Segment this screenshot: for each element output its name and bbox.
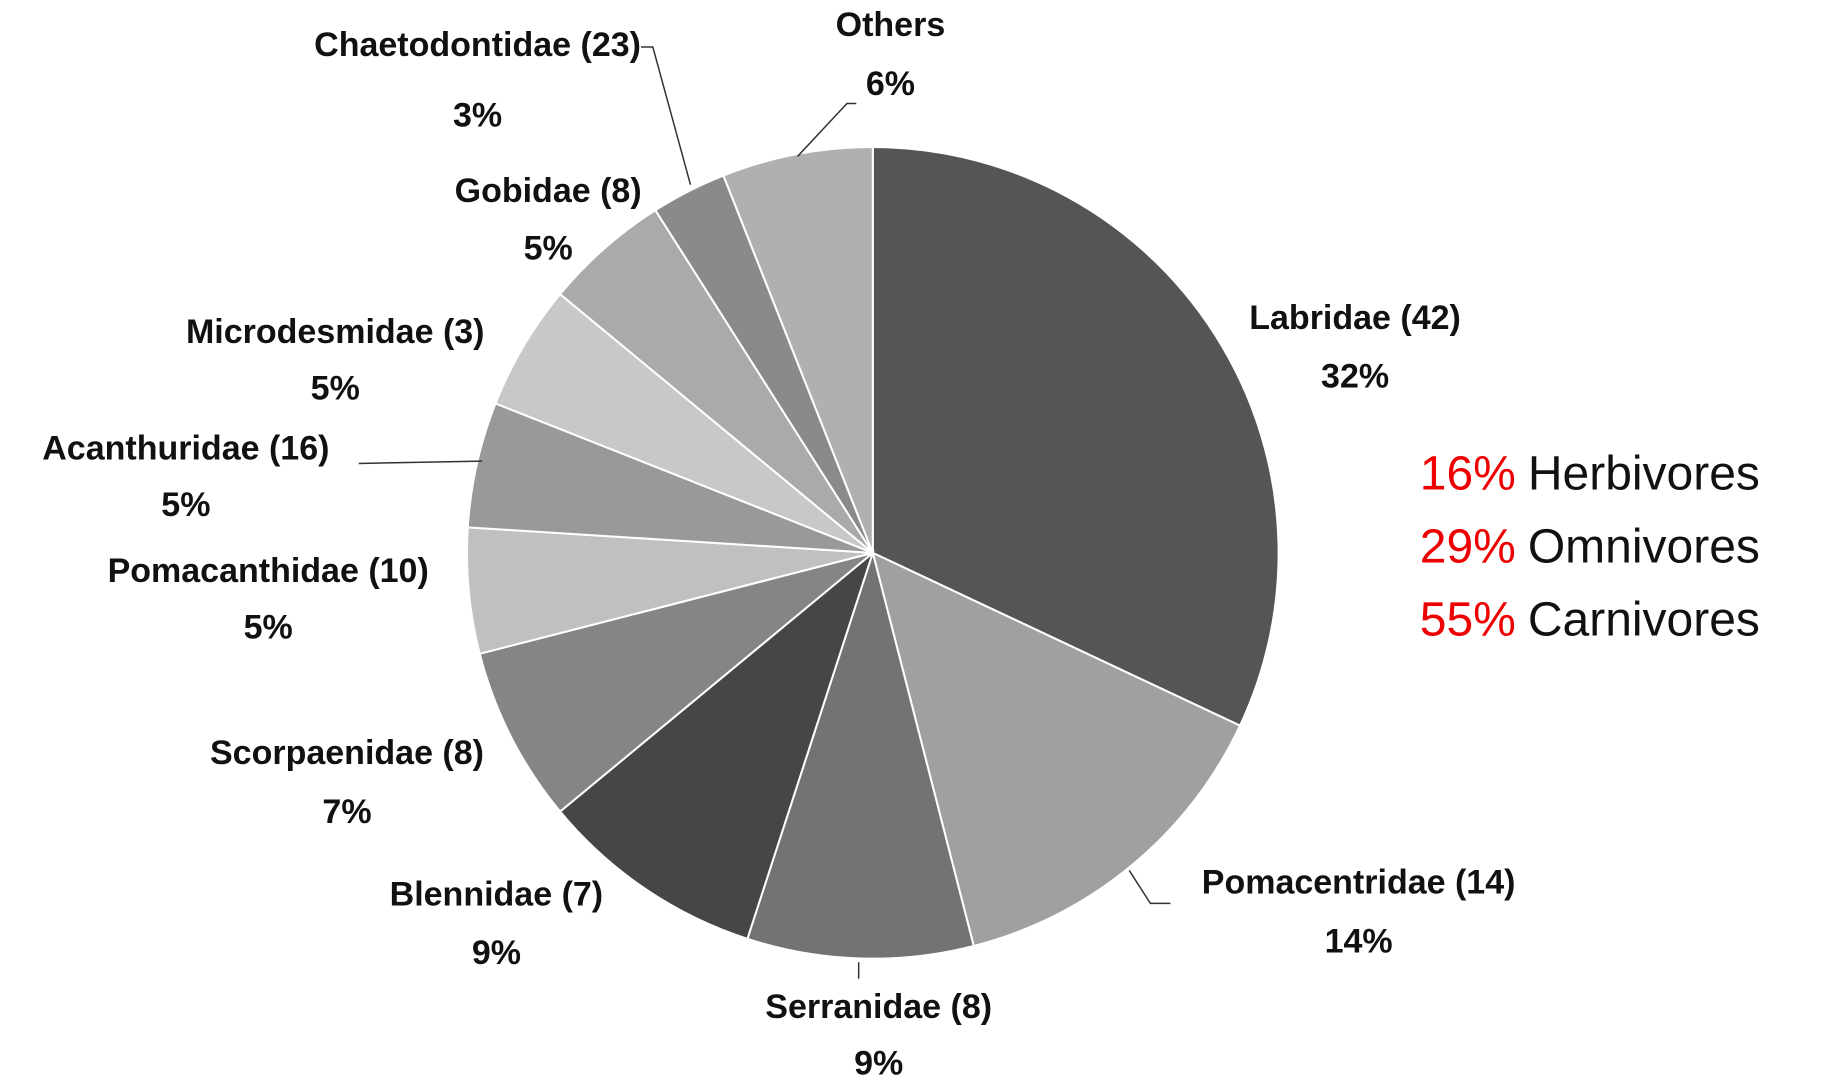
slice-value-label: 9% (472, 934, 521, 972)
leader-line (1128, 870, 1171, 905)
slice-label: Acanthuridae (16) (42, 430, 329, 468)
slice-value-label: 5% (244, 608, 293, 646)
slice-label: Microdesmidae (3) (186, 313, 485, 351)
slice-value-label: 5% (524, 230, 573, 268)
slice-value-label: 5% (161, 486, 210, 524)
slice-value-label: 32% (1321, 358, 1389, 396)
slice-label: Labridae (42) (1249, 299, 1461, 337)
slice-value-label: 9% (854, 1045, 903, 1081)
slice-value-label: 3% (453, 97, 502, 135)
pie-slice (871, 551, 1242, 948)
slice-value-label: 7% (322, 793, 371, 831)
annotation-label: Omnivores (1528, 520, 1760, 573)
slice-label: Scorpaenidae (8) (210, 734, 484, 772)
slice-value-label: 5% (311, 370, 360, 408)
pie-slice (871, 146, 1280, 727)
annotation: 29% Omnivores (1420, 520, 1760, 573)
pie-slice (558, 549, 875, 941)
annotation: 16% Herbivores (1420, 447, 1760, 500)
annotation-label: Herbivores (1528, 447, 1760, 500)
slice-label: Gobidae (8) (455, 172, 642, 210)
leader-line (358, 460, 483, 465)
leader-line (796, 102, 857, 157)
slice-label: Pomacentridae (14) (1202, 864, 1516, 902)
slice-label: Others (836, 6, 946, 44)
slice-label: Pomacanthidae (10) (108, 552, 429, 590)
pie-slice (478, 551, 874, 813)
annotation-label: Carnivores (1528, 593, 1760, 646)
pie-slice (746, 549, 975, 960)
annotation: 55% Carnivores (1420, 593, 1760, 646)
slice-value-label: 14% (1325, 922, 1393, 960)
annotation-percent: 16% (1420, 447, 1516, 500)
slice-label: Chaetodontidae (23) (314, 26, 641, 64)
leader-line (641, 46, 692, 185)
annotation-percent: 29% (1420, 520, 1516, 573)
slice-label: Serranidae (8) (765, 988, 992, 1026)
pie-slice (722, 146, 874, 554)
slice-value-label: 6% (866, 65, 915, 103)
annotation-percent: 55% (1420, 593, 1516, 646)
slice-label: Blennidae (7) (390, 875, 603, 913)
